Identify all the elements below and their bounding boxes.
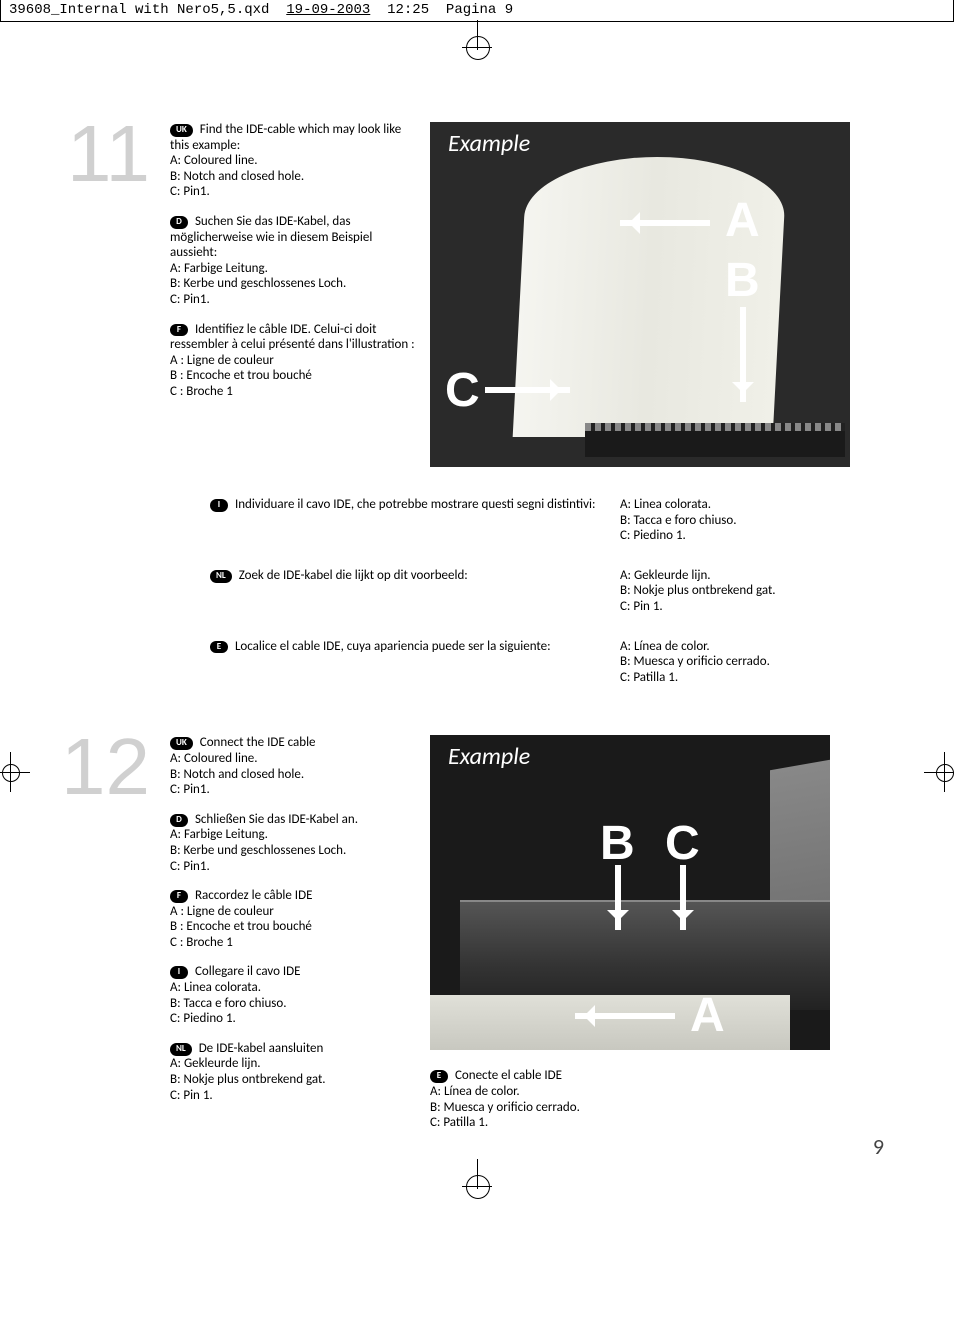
step12-uk: UK Connect the IDE cable A: Coloured lin… <box>170 735 420 797</box>
page-content: 11 UK Find the IDE-cable which may look … <box>0 122 954 1131</box>
crop-mark-bottom <box>0 1171 954 1231</box>
step12-d: D Schließen Sie das IDE-Kabel an. A: Far… <box>170 812 420 874</box>
step11-example-image: Example A B C <box>430 122 850 467</box>
step11-i-abc: A: Linea colorata. B: Tacca e foro chius… <box>620 497 880 544</box>
label-a2: A <box>690 987 725 1045</box>
step11-nl-abc: A: Gekleurde lijn. B: Nokje plus ontbrek… <box>620 568 880 615</box>
step12-e: E Conecte el cable IDE A: Línea de color… <box>430 1068 860 1130</box>
lang-badge-d: D <box>170 216 188 229</box>
step-12: 12 UK Connect the IDE cable A: Coloured … <box>50 735 894 1130</box>
step-number-11: 11 <box>50 122 160 467</box>
step11-uk: UK Find the IDE-cable which may look lik… <box>170 122 420 200</box>
step11-e-abc: A: Línea de color. B: Muesca y orificio … <box>620 639 880 686</box>
header-filename: 39608_Internal with Nero5,5.qxd <box>9 2 269 19</box>
lang-badge-uk: UK <box>170 124 193 137</box>
step11-d: D Suchen Sie das IDE-Kabel, das mögliche… <box>170 214 420 308</box>
step11-nl-lead: NL Zoek de IDE-kabel die lijkt op dit vo… <box>210 568 600 615</box>
step-number-12: 12 <box>50 735 160 1130</box>
header-page: Pagina 9 <box>446 2 513 19</box>
label-c2: C <box>665 815 700 873</box>
label-b: B <box>725 252 760 310</box>
crop-mark-top <box>0 32 954 72</box>
step12-nl: NL De IDE-kabel aansluiten A: Gekleurde … <box>170 1041 420 1103</box>
label-b2: B <box>600 815 635 873</box>
label-a: A <box>725 192 760 250</box>
step11-f: F Identifiez le câble IDE. Celui-ci doit… <box>170 322 420 400</box>
header-date: 19-09-2003 <box>286 2 370 19</box>
step12-example-image: Example B C A <box>430 735 830 1050</box>
step11-i-lead: I Individuare il cavo IDE, che potrebbe … <box>210 497 600 544</box>
lang-badge-f: F <box>170 324 188 337</box>
example-title-2: Example <box>448 743 530 772</box>
page-number: 9 <box>873 1134 884 1160</box>
step12-text-col: UK Connect the IDE cable A: Coloured lin… <box>170 735 420 1130</box>
step11-lower-langs: I Individuare il cavo IDE, che potrebbe … <box>210 497 894 685</box>
step12-i: I Collegare il cavo IDE A: Linea colorat… <box>170 964 420 1026</box>
step12-right-col: Example B C A E Conecte el cable IDE A: … <box>430 735 860 1130</box>
step12-f: F Raccordez le câble IDE A : Ligne de co… <box>170 888 420 950</box>
register-mark-right <box>924 752 954 792</box>
step11-e-lead: E Localice el cable IDE, cuya apariencia… <box>210 639 600 686</box>
example-title: Example <box>448 130 530 159</box>
label-c: C <box>445 362 480 420</box>
header-time: 12:25 <box>387 2 429 19</box>
step11-text-col: UK Find the IDE-cable which may look lik… <box>170 122 420 467</box>
step-11: 11 UK Find the IDE-cable which may look … <box>50 122 894 467</box>
register-mark-left <box>0 752 30 792</box>
print-header: 39608_Internal with Nero5,5.qxd 19-09-20… <box>0 0 954 22</box>
